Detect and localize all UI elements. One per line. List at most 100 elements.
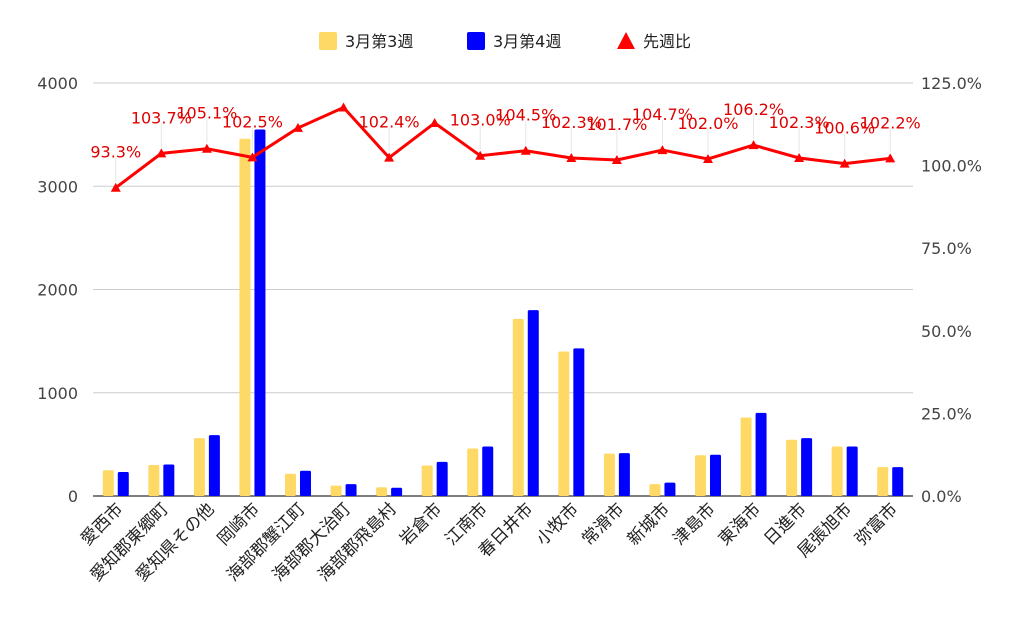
ratio-marker — [156, 148, 167, 158]
right-tick-label: 50.0% — [921, 322, 972, 341]
ratio-label: 102.4% — [359, 113, 420, 132]
ratio-label: 105.1% — [176, 104, 237, 123]
ratio-label: 103.0% — [450, 111, 511, 130]
ratio-marker — [611, 154, 622, 164]
bar-week4 — [163, 464, 175, 496]
bar-week4 — [573, 348, 585, 496]
ratio-label: 101.7% — [586, 115, 647, 134]
bar-week3 — [740, 417, 752, 496]
ratio-label: 100.6% — [814, 119, 875, 138]
ratio-marker — [384, 152, 395, 162]
legend-swatch — [319, 32, 337, 50]
ratio-line — [110, 102, 896, 192]
ratio-label: 104.5% — [495, 106, 556, 125]
bar-week3 — [512, 318, 524, 496]
ratio-marker — [429, 117, 440, 127]
bar-week4 — [892, 467, 904, 496]
bar-week4 — [710, 454, 721, 496]
ratio-marker — [885, 153, 896, 163]
bar-week4 — [300, 470, 311, 496]
ratio-marker — [703, 153, 713, 163]
ratio-marker — [201, 143, 212, 153]
bar-week3 — [603, 453, 615, 496]
ratio-marker — [338, 102, 349, 112]
ratio-label: 106.2% — [723, 100, 784, 119]
ratio-marker — [110, 182, 121, 192]
category-label: 弥富市 — [852, 499, 902, 549]
ratio-label: 102.5% — [222, 112, 283, 131]
category-label: 常滑市 — [578, 499, 628, 549]
category-label: 津島市 — [669, 499, 719, 549]
bar-week4 — [345, 484, 357, 496]
bar-week3 — [102, 470, 114, 496]
bar-week3 — [330, 485, 342, 496]
legend: 3月第3週 3月第4週 先週比 — [319, 32, 691, 51]
left-tick-label: 1000 — [37, 384, 78, 403]
ratio-marker — [475, 150, 486, 160]
legend-swatch — [467, 32, 485, 50]
bar-week3 — [376, 487, 388, 496]
ratio-marker — [293, 122, 303, 132]
bar-week4 — [208, 435, 220, 496]
bar-week3 — [649, 484, 661, 496]
ratio-label: 93.3% — [90, 143, 141, 162]
left-tick-label: 4000 — [37, 74, 78, 93]
ratio-marker — [794, 153, 805, 163]
ratio-marker — [247, 152, 258, 162]
bar-week4 — [254, 129, 266, 496]
ratio-marker — [657, 145, 668, 155]
left-tick-label: 0 — [68, 487, 78, 506]
bars — [102, 129, 904, 496]
right-tick-label: 125.0% — [921, 74, 982, 93]
bar-week3 — [467, 448, 479, 496]
category-label: 岩倉市 — [396, 499, 446, 549]
left-tick-label: 3000 — [37, 177, 78, 196]
legend-label: 先週比 — [643, 32, 691, 51]
bar-week4 — [391, 487, 403, 496]
bar-week3 — [695, 455, 706, 496]
bar-week4 — [482, 446, 494, 496]
ratio-labels: 93.3% 103.7%105.1%102.5% 102.4% 103.0%104.5… — [90, 100, 921, 182]
bar-week3 — [877, 467, 889, 496]
category-label: 小牧市 — [533, 499, 583, 549]
legend-label: 3月第4週 — [493, 32, 561, 51]
bar-week3 — [148, 465, 160, 496]
bar-week4 — [527, 310, 539, 496]
ratio-label: 103.7% — [131, 108, 192, 127]
ratio-label: 102.2% — [860, 113, 921, 132]
right-tick-label: 25.0% — [921, 404, 972, 423]
ratio-marker — [839, 158, 850, 168]
left-tick-label: 2000 — [37, 281, 78, 300]
bar-week3 — [558, 351, 570, 496]
ratio-marker — [520, 145, 531, 155]
legend-label: 3月第3週 — [345, 32, 413, 51]
bar-week4 — [846, 446, 858, 496]
right-tick-label: 75.0% — [921, 239, 972, 258]
right-axis: 0.0% 25.0% 50.0% 75.0% 100.0% 125.0% — [921, 74, 982, 506]
gridlines — [93, 82, 913, 497]
bar-week4 — [801, 438, 813, 496]
bar-week3 — [285, 473, 296, 496]
bar-week3 — [239, 138, 251, 496]
ratio-marker — [566, 153, 577, 163]
bar-week4 — [117, 471, 129, 496]
ratio-marker — [748, 140, 759, 150]
ratio-label: 102.3% — [769, 113, 830, 132]
bar-week3 — [831, 446, 843, 496]
left-axis: 0 1000 2000 3000 4000 — [37, 74, 78, 506]
ratio-label: 102.0% — [677, 114, 738, 133]
category-label: 新城市 — [624, 499, 674, 549]
legend-swatch — [617, 32, 635, 49]
ratio-label: 104.7% — [632, 105, 693, 124]
category-label: 東海市 — [715, 499, 765, 549]
category-labels: 愛西市愛知郡東郷町愛知県その他岡崎市海部郡蟹江町海部郡大治町海部郡飛島村岩倉市江… — [77, 499, 902, 585]
bar-week4 — [436, 461, 448, 496]
ratio-label: 102.3% — [541, 113, 602, 132]
bar-week4 — [755, 412, 767, 496]
right-tick-label: 0.0% — [921, 487, 962, 506]
right-tick-label: 100.0% — [921, 157, 982, 176]
bar-week3 — [421, 465, 433, 496]
bar-week4 — [664, 482, 676, 496]
bar-week4 — [618, 453, 630, 496]
